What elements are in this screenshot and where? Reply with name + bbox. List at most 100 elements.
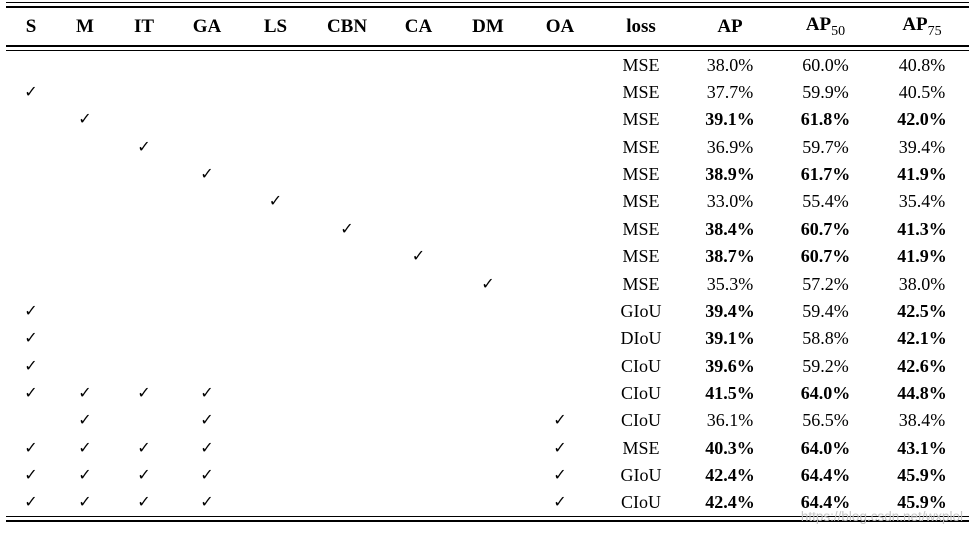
cell-ap75: 43.1% [897, 437, 947, 458]
cell-loss: MSE [622, 191, 660, 212]
cell-ap75: 41.9% [897, 164, 947, 185]
table-row: ✓ MSE 37.7% 59.9% 40.5% [6, 78, 969, 105]
cell-ap50: 59.4% [802, 300, 849, 321]
table-row: ✓ MSE 36.9% 59.7% 39.4% [6, 133, 969, 160]
checkmark-icon: ✓ [137, 437, 151, 457]
cell-loss: MSE [622, 136, 660, 157]
column-header-ap: AP [717, 16, 743, 37]
column-header-DM: DM [472, 16, 504, 37]
cell-loss: MSE [622, 437, 660, 458]
cell-ap: 38.0% [706, 54, 754, 75]
checkmark-icon: ✓ [78, 465, 92, 485]
cell-ap50: 57.2% [802, 273, 849, 294]
checkmark-icon: ✓ [24, 492, 38, 512]
checkmark-icon: ✓ [200, 465, 214, 485]
checkmark-icon: ✓ [340, 218, 354, 238]
cell-ap50: 56.5% [802, 410, 849, 431]
checkmark-icon: ✓ [24, 465, 38, 485]
checkmark-icon: ✓ [137, 492, 151, 512]
column-header-GA: GA [192, 16, 222, 37]
cell-loss: MSE [622, 246, 660, 267]
cell-ap: 38.9% [705, 164, 755, 185]
cell-ap50: 64.4% [800, 465, 851, 486]
cell-ap: 36.1% [706, 410, 754, 431]
table-bottom-rule [6, 516, 969, 522]
checkmark-icon: ✓ [78, 410, 92, 430]
cell-ap: 36.9% [706, 136, 754, 157]
cell-ap75: 45.9% [897, 492, 947, 513]
table-row: ✓ MSE 35.3% 57.2% 38.0% [6, 270, 969, 297]
cell-ap: 37.7% [706, 82, 754, 103]
checkmark-icon: ✓ [137, 465, 151, 485]
cell-ap75: 35.4% [898, 191, 946, 212]
cell-ap75: 40.8% [898, 54, 946, 75]
cell-ap75: 42.6% [897, 355, 947, 376]
cell-loss: DIoU [620, 328, 662, 349]
checkmark-icon: ✓ [24, 382, 38, 402]
checkmark-icon: ✓ [24, 300, 38, 320]
table-row: ✓ ✓ ✓ ✓ ✓ MSE 40.3% 64.0% 43.1% [6, 434, 969, 461]
cell-ap: 35.3% [706, 273, 754, 294]
checkmark-icon: ✓ [411, 246, 426, 266]
cell-ap50: 64.0% [800, 437, 851, 458]
column-header-S: S [25, 16, 37, 37]
table-row: MSE 38.0% 60.0% 40.8% [6, 51, 969, 78]
cell-ap75: 40.5% [898, 82, 946, 103]
cell-loss: MSE [622, 164, 660, 185]
checkmark-icon: ✓ [78, 382, 92, 402]
cell-ap50: 64.4% [800, 492, 851, 513]
column-header-ap75: AP75 [902, 13, 942, 39]
table-row: ✓ ✓ ✓ ✓ ✓ CIoU 42.4% 64.4% 45.9% [6, 489, 969, 516]
cell-ap75: 44.8% [897, 382, 947, 403]
column-header-IT: IT [133, 16, 155, 37]
cell-loss: CIoU [621, 410, 661, 431]
cell-loss: CIoU [621, 382, 661, 403]
checkmark-icon: ✓ [268, 191, 283, 211]
checkmark-icon: ✓ [24, 355, 38, 375]
cell-ap75: 38.4% [898, 410, 946, 431]
cell-loss: CIoU [621, 492, 661, 513]
column-header-subscript-ap75: 75 [927, 23, 942, 39]
column-header-OA: OA [545, 16, 575, 37]
column-header-CBN: CBN [326, 16, 368, 37]
column-header-loss: loss [626, 16, 656, 37]
checkmark-icon: ✓ [200, 492, 214, 512]
cell-ap: 39.4% [705, 300, 755, 321]
checkmark-icon: ✓ [200, 410, 214, 430]
table-row: ✓ ✓ ✓ ✓ CIoU 41.5% 64.0% 44.8% [6, 379, 969, 406]
cell-ap50: 64.0% [800, 382, 851, 403]
cell-ap50: 55.4% [802, 191, 849, 212]
cell-ap50: 58.8% [802, 328, 849, 349]
checkmark-icon: ✓ [481, 273, 495, 293]
table-header-row: S M IT GA LS CBN CA DM OA loss AP AP50 AP75 [6, 8, 969, 45]
cell-ap75: 38.0% [898, 273, 946, 294]
cell-ap: 42.4% [705, 465, 755, 486]
cell-ap: 38.7% [705, 246, 755, 267]
cell-ap75: 42.5% [897, 300, 947, 321]
column-header-M: M [76, 16, 94, 37]
table-row: ✓ CIoU 39.6% 59.2% 42.6% [6, 352, 969, 379]
table-row: ✓ DIoU 39.1% 58.8% 42.1% [6, 325, 969, 352]
cell-loss: MSE [622, 218, 660, 239]
table-body: MSE 38.0% 60.0% 40.8% ✓ MSE 37.7% 59.9% 40.5% ✓ MS… [6, 51, 969, 516]
table-row: ✓ GIoU 39.4% 59.4% 42.5% [6, 297, 969, 324]
cell-loss: MSE [622, 82, 660, 103]
checkmark-icon: ✓ [200, 437, 214, 457]
table-row: ✓ MSE 39.1% 61.8% 42.0% [6, 106, 969, 133]
cell-ap50: 60.0% [802, 54, 849, 75]
cell-ap50: 59.2% [802, 355, 849, 376]
cell-loss: MSE [622, 109, 660, 130]
cell-loss: GIoU [620, 300, 662, 321]
checkmark-icon: ✓ [24, 437, 38, 457]
cell-ap: 38.4% [705, 218, 755, 239]
checkmark-icon: ✓ [137, 136, 151, 156]
cell-ap75: 41.3% [897, 218, 947, 239]
cell-loss: GIoU [620, 465, 662, 486]
checkmark-icon: ✓ [78, 492, 92, 512]
table-row: ✓ MSE 33.0% 55.4% 35.4% [6, 188, 969, 215]
cell-ap50: 60.7% [800, 218, 851, 239]
cell-ap50: 61.7% [800, 164, 851, 185]
checkmark-icon: ✓ [24, 82, 38, 102]
column-header-ap50: AP50 [805, 13, 846, 39]
